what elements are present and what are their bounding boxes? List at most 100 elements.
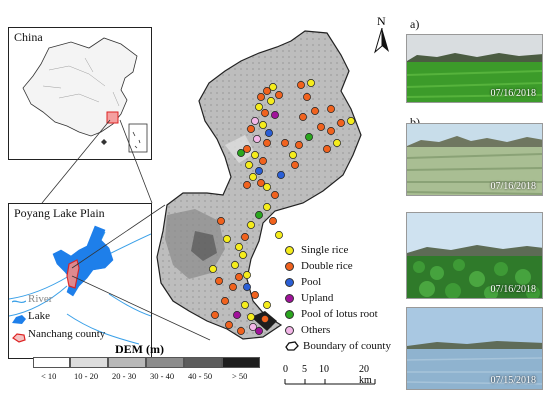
sample-point — [225, 321, 233, 329]
photo-a-paddy-field: 07/16/2018 — [406, 34, 543, 103]
sample-point — [291, 161, 299, 169]
sample-point — [327, 105, 335, 113]
legend-dot — [285, 261, 294, 271]
photo-a-date: 07/16/2018 — [490, 88, 536, 99]
sample-point — [305, 133, 313, 141]
sample-point — [241, 233, 249, 241]
sample-point — [237, 149, 245, 157]
sample-point — [233, 311, 241, 319]
sample-point — [231, 261, 239, 269]
photo-c-date: 07/16/2018 — [490, 284, 536, 295]
boundary-legend-icon — [285, 341, 299, 351]
legend-label: Boundary of county — [303, 340, 391, 352]
legend-item-pool-of-lotus-root: Pool of lotus root — [285, 307, 378, 321]
photo-a-image — [407, 35, 542, 102]
sample-point — [263, 139, 271, 147]
sample-point — [255, 167, 263, 175]
sample-point — [267, 97, 275, 105]
photo-d-pool: 07/15/2018 — [406, 307, 543, 390]
sample-point — [327, 127, 335, 135]
sample-point — [241, 301, 249, 309]
dem-swatch — [33, 357, 70, 368]
photo-b-letter: b) — [410, 115, 420, 129]
county-legend-symbol — [12, 333, 26, 343]
sample-point — [255, 327, 263, 335]
lake-legend-label: Lake — [28, 310, 50, 322]
legend-dot — [285, 245, 294, 255]
sample-point — [247, 221, 255, 229]
scale-bar-graphic — [284, 379, 376, 385]
sample-point — [265, 129, 273, 137]
sample-point — [243, 283, 251, 291]
sample-points-layer — [209, 79, 355, 335]
sample-point — [263, 203, 271, 211]
dem-swatch — [70, 357, 108, 368]
sample-point — [251, 291, 259, 299]
legend-dot — [285, 309, 294, 319]
sample-point — [275, 91, 283, 99]
dem-class-label: > 50 — [232, 371, 248, 381]
dem-class-label: 20 - 30 — [112, 371, 137, 381]
sample-point — [261, 109, 269, 117]
china-panel-title: China — [14, 30, 43, 44]
lake-legend-symbol — [12, 315, 26, 324]
sample-point — [297, 81, 305, 89]
scale-bar: 0 5 10 20 km — [283, 364, 383, 388]
sample-point — [245, 161, 253, 169]
sample-point — [251, 151, 259, 159]
legend-item-single-rice: Single rice — [285, 243, 348, 257]
photo-b-image — [407, 124, 542, 195]
river-legend-symbol — [12, 300, 26, 304]
sample-point — [249, 173, 257, 181]
sample-point — [237, 327, 245, 335]
sample-point — [253, 135, 261, 143]
dem-swatch — [184, 357, 222, 368]
sample-point — [209, 265, 217, 273]
scale-tick-label: 10 — [319, 364, 329, 375]
sample-point — [277, 171, 285, 179]
poyang-lake-inset-panel: Poyang Lake Plain River Lake Nanchang co… — [8, 203, 152, 359]
sample-point — [259, 157, 267, 165]
sample-point — [235, 273, 243, 281]
scale-tick-label: 5 — [302, 364, 307, 375]
sample-point — [347, 117, 355, 125]
river-legend-label: River — [28, 293, 53, 305]
sample-point — [303, 93, 311, 101]
sample-point — [243, 181, 251, 189]
sample-point — [307, 79, 315, 87]
sample-point — [317, 123, 325, 131]
photo-b-date: 07/16/2018 — [490, 181, 536, 192]
legend-item-double-rice: Double rice — [285, 259, 353, 273]
sample-point — [255, 211, 263, 219]
sample-point — [259, 121, 267, 129]
sample-point — [323, 145, 331, 153]
sample-point — [255, 103, 263, 111]
sample-point — [263, 87, 271, 95]
photo-c-image — [407, 213, 542, 298]
dem-legend-title: DEM (m) — [115, 342, 164, 356]
sample-point — [243, 145, 251, 153]
sample-point — [271, 111, 279, 119]
photo-b-paddy-field: 07/16/2018 — [406, 123, 543, 196]
sample-point — [281, 139, 289, 147]
sample-point — [337, 119, 345, 127]
dem-swatch — [108, 357, 146, 368]
sample-point — [247, 125, 255, 133]
legend-label: Single rice — [301, 244, 349, 256]
sample-point — [263, 183, 271, 191]
sample-point — [247, 313, 255, 321]
legend-dot — [285, 293, 294, 303]
north-arrow-label: N — [377, 14, 386, 28]
legend-item-upland: Upland — [285, 291, 333, 305]
legend-label: Upland — [301, 292, 334, 304]
legend-item-others: Others — [285, 323, 330, 337]
dem-class-label: 10 - 20 — [74, 371, 99, 381]
sample-point — [257, 93, 265, 101]
north-arrow-icon — [374, 28, 389, 54]
sample-point — [249, 323, 257, 331]
sample-point — [333, 139, 341, 147]
sample-point — [289, 151, 297, 159]
sample-point — [269, 83, 277, 91]
crop-legend: Single rice Double rice Pool Upland Pool… — [285, 243, 425, 353]
legend-label: Others — [301, 324, 331, 336]
